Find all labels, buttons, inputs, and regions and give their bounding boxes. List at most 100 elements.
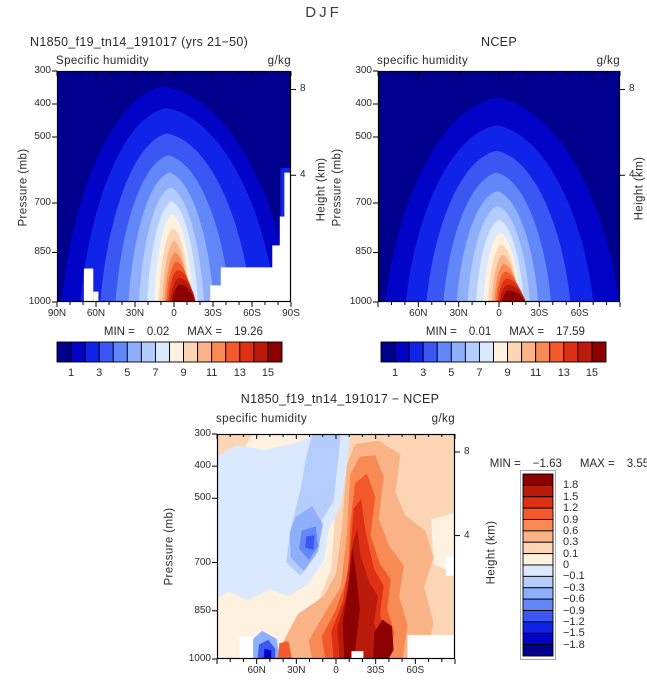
colorbar-tick-label: 13 bbox=[557, 367, 570, 379]
model-colorbar: 1 3 5 7 9 11 13 15 bbox=[56, 341, 283, 382]
diff-contour-plot: 60N 30N 0 30S 60S 300 400 500 700 850 1000 8 4 bbox=[189, 428, 470, 676]
ncep-contour-plot: 60N 30N 0 30S 60S 300 400 500 700 850 1000 8 4 bbox=[350, 65, 635, 319]
tick-label: 60S bbox=[570, 308, 589, 319]
colorbar-tick-label: 3 bbox=[96, 367, 103, 379]
ncep-minmax: MIN = 0.01 MAX = 17.59 bbox=[378, 314, 620, 350]
tick-label: 0 bbox=[333, 665, 339, 676]
tick-label: 30N bbox=[125, 308, 145, 319]
model-colorbar-svg bbox=[56, 341, 283, 363]
tick-label: 30N bbox=[287, 665, 306, 676]
colorbar-tick-label: −0.1 bbox=[563, 570, 585, 583]
colorbar-tick-label: 3 bbox=[420, 367, 427, 379]
ncep-field-label: specific humidity bbox=[377, 55, 469, 67]
model-panel-title: N1850_f19_tn14_191017 (yrs 21−50) bbox=[30, 35, 249, 49]
tick-label: 8 bbox=[629, 83, 635, 95]
colorbar-tick-label: 15 bbox=[261, 367, 275, 379]
colorbar-tick-label: 7 bbox=[476, 367, 483, 379]
colorbar-tick-label: −1.2 bbox=[563, 615, 585, 628]
colorbar-tick-label: −1.5 bbox=[563, 627, 585, 640]
colorbar-tick-label: 0.6 bbox=[563, 524, 579, 537]
tick-label: 700 bbox=[194, 556, 211, 568]
colorbar-tick-label: 0.3 bbox=[563, 536, 579, 549]
colorbar-tick-label: 1.2 bbox=[563, 502, 579, 515]
tick-label: 1000 bbox=[188, 653, 211, 664]
tick-label: 90N bbox=[47, 308, 67, 319]
colorbar-tick-label: 11 bbox=[205, 367, 218, 379]
ncep-panel-title: NCEP bbox=[481, 35, 517, 49]
tick-label: 8 bbox=[300, 83, 306, 95]
tick-label: 500 bbox=[355, 130, 372, 142]
tick-label: 60S bbox=[243, 308, 261, 319]
diff-colorbar: 1.8 1.5 1.2 0.9 0.6 0.3 0.1 0 −0.1 −0.3 −0.6 −0.9 −1… bbox=[520, 470, 620, 670]
figure-title: DJF bbox=[305, 4, 342, 21]
tick-label: 500 bbox=[34, 130, 51, 142]
tick-label: 500 bbox=[194, 492, 211, 504]
model-max-value: 19.26 bbox=[234, 326, 263, 338]
colorbar-tick-label: 5 bbox=[124, 367, 131, 379]
model-contour-svg bbox=[52, 70, 296, 307]
tick-label: 400 bbox=[34, 98, 51, 109]
tick-label: 30S bbox=[204, 308, 222, 319]
colorbar-tick-label: 1 bbox=[68, 367, 75, 379]
tick-label: 60N bbox=[409, 308, 428, 319]
colorbar-tick-label: −1.8 bbox=[563, 638, 585, 651]
ncep-y-axis-title: Pressure (mb) bbox=[331, 148, 344, 227]
tick-label: 300 bbox=[194, 428, 211, 439]
colorbar-tick-label: 1 bbox=[392, 367, 399, 379]
colorbar-tick-label: −0.6 bbox=[563, 593, 585, 606]
tick-label: 0 bbox=[496, 308, 502, 319]
diff-min-value: −1.63 bbox=[532, 458, 562, 470]
colorbar-tick-label: 11 bbox=[529, 367, 542, 379]
diff-y2-axis-title: Height (km) bbox=[485, 520, 498, 585]
colorbar-tick-label: 5 bbox=[448, 367, 455, 379]
diff-min-label: MIN = bbox=[489, 458, 521, 470]
tick-label: 400 bbox=[355, 98, 372, 109]
diff-minmax: MIN = −1.63 MAX = 3.55 bbox=[477, 446, 647, 482]
tick-label: 300 bbox=[355, 65, 372, 76]
ncep-max-value: 17.59 bbox=[556, 326, 585, 338]
colorbar-tick-label: 1.8 bbox=[563, 479, 579, 492]
model-units-label: g/kg bbox=[267, 55, 291, 67]
tick-label: 60N bbox=[247, 665, 266, 676]
tick-label: 700 bbox=[355, 196, 372, 208]
colorbar-tick-label: 7 bbox=[152, 367, 159, 379]
tick-label: 400 bbox=[194, 460, 211, 472]
ncep-min-label: MIN = bbox=[425, 326, 457, 338]
tick-label: 1000 bbox=[349, 296, 372, 307]
colorbar-tick-label: 15 bbox=[585, 367, 599, 379]
colorbar-tick-label: 0.9 bbox=[563, 513, 579, 526]
model-minmax: MIN = 0.02 MAX = 19.26 bbox=[57, 314, 297, 350]
diff-max-label: MAX = bbox=[579, 458, 615, 470]
ncep-min-value: 0.01 bbox=[468, 326, 492, 338]
ncep-y2-axis-title: Height (km) bbox=[633, 156, 646, 221]
colorbar-tick-label: 13 bbox=[233, 367, 246, 379]
diff-colorbar-svg bbox=[520, 470, 556, 660]
colorbar-tick-label: 9 bbox=[504, 367, 511, 379]
diff-panel-title: N1850_f19_tn14_191017 − NCEP bbox=[240, 392, 440, 406]
colorbar-tick-label: 9 bbox=[180, 367, 187, 379]
tick-label: 850 bbox=[355, 246, 372, 258]
model-contour-plot: 90N 60N 30N 0 30S 60S 90S 300 400 500 700 850 1000 8 4 bbox=[29, 65, 306, 319]
diff-y-axis-title: Pressure (mb) bbox=[163, 507, 176, 586]
model-min-value: 0.02 bbox=[146, 326, 170, 338]
tick-label: 4 bbox=[629, 169, 635, 181]
colorbar-tick-label: 0.1 bbox=[563, 547, 579, 560]
model-min-label: MIN = bbox=[103, 326, 135, 338]
tick-label: 30S bbox=[366, 665, 385, 676]
model-y-axis-title: Pressure (mb) bbox=[17, 148, 30, 227]
tick-label: 90S bbox=[282, 308, 300, 319]
tick-label: 8 bbox=[464, 446, 470, 457]
diff-field-label: specific humidity bbox=[216, 413, 308, 425]
colorbar-tick-label: 0 bbox=[563, 559, 570, 571]
ncep-colorbar: 1 3 5 7 9 11 13 15 bbox=[380, 341, 607, 382]
colorbar-tick-label: −0.9 bbox=[563, 604, 585, 617]
tick-label: 30N bbox=[449, 308, 468, 319]
tick-label: 700 bbox=[34, 196, 51, 208]
tick-label: 850 bbox=[194, 604, 211, 616]
tick-label: 1000 bbox=[28, 296, 51, 307]
ncep-colorbar-svg bbox=[380, 341, 607, 363]
tick-label: 850 bbox=[34, 246, 51, 258]
diff-max-value: 3.55 bbox=[626, 458, 647, 470]
tick-label: 60N bbox=[86, 308, 106, 319]
